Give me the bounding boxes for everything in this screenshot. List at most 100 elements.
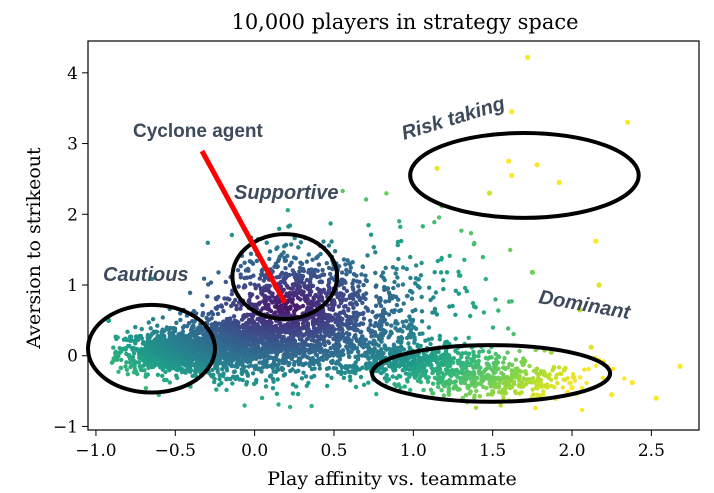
data-point — [182, 369, 187, 374]
data-point — [317, 274, 322, 279]
data-point — [139, 326, 144, 332]
data-point — [290, 391, 296, 396]
data-point — [220, 348, 225, 354]
data-point — [374, 294, 379, 299]
data-point — [341, 286, 347, 291]
data-point — [314, 318, 320, 323]
data-point — [277, 254, 282, 259]
data-point — [408, 254, 413, 260]
data-point — [261, 299, 266, 304]
data-point — [224, 333, 229, 338]
data-point — [389, 362, 394, 368]
data-point — [334, 340, 339, 346]
data-point — [268, 298, 274, 303]
data-point — [340, 188, 345, 194]
data-point — [227, 297, 232, 302]
y-axis-label: Aversion to strikeout — [23, 147, 45, 350]
data-point — [312, 373, 317, 379]
data-point — [283, 266, 288, 271]
data-point — [212, 379, 217, 385]
data-point — [257, 276, 262, 281]
data-point — [453, 288, 458, 293]
data-point — [507, 361, 512, 367]
data-point — [193, 369, 198, 374]
data-point — [477, 349, 482, 355]
data-point — [460, 351, 465, 356]
data-point — [289, 356, 294, 361]
data-point — [467, 391, 472, 396]
data-point — [361, 316, 367, 321]
data-point — [472, 240, 477, 246]
data-point — [220, 352, 226, 357]
data-point — [513, 357, 519, 362]
data-point — [116, 369, 121, 374]
data-point — [517, 348, 522, 354]
data-point — [216, 321, 222, 326]
data-point — [308, 280, 313, 285]
data-point — [381, 327, 386, 333]
x-axis-ticks: −1.0 −0.5 0.0 0.5 1.0 1.5 2.0 2.5 — [75, 430, 665, 461]
data-point — [176, 332, 181, 337]
data-point — [469, 370, 474, 376]
data-point — [366, 355, 371, 360]
data-point — [333, 336, 338, 342]
data-point — [236, 284, 241, 289]
data-point — [286, 298, 291, 303]
data-point — [194, 343, 199, 348]
data-point — [239, 370, 244, 376]
data-point — [143, 386, 149, 391]
data-point — [221, 337, 227, 342]
data-point — [290, 382, 296, 387]
data-point — [419, 260, 424, 266]
data-point — [300, 303, 306, 309]
data-point — [582, 367, 587, 372]
data-point — [489, 375, 494, 380]
data-point — [127, 353, 132, 358]
data-point — [327, 317, 332, 323]
data-point — [215, 334, 221, 339]
data-point — [223, 279, 228, 285]
data-point — [419, 319, 425, 324]
data-point — [434, 165, 440, 171]
data-point — [445, 364, 451, 369]
data-point — [289, 260, 294, 265]
data-point — [347, 342, 353, 348]
data-point — [505, 365, 511, 370]
data-point — [382, 287, 387, 292]
data-point — [289, 242, 294, 247]
data-point — [224, 321, 229, 326]
data-point — [160, 315, 165, 320]
data-point — [215, 311, 221, 317]
data-point — [272, 311, 277, 316]
data-point — [221, 371, 226, 376]
data-point — [438, 355, 443, 360]
data-point — [286, 326, 292, 331]
data-point — [513, 371, 519, 376]
data-point — [181, 347, 186, 352]
data-point — [229, 291, 234, 297]
data-point — [428, 297, 433, 303]
data-point — [193, 373, 198, 378]
data-point — [547, 372, 552, 377]
data-point — [487, 378, 492, 383]
data-point — [227, 361, 232, 367]
data-point — [205, 341, 210, 346]
data-point — [344, 288, 350, 294]
data-point — [368, 322, 373, 327]
data-point — [244, 353, 249, 358]
data-point — [121, 346, 126, 351]
data-point — [256, 302, 261, 307]
data-point — [256, 326, 261, 331]
data-point — [368, 232, 374, 237]
data-point — [511, 382, 517, 387]
data-point — [354, 273, 359, 278]
data-point — [239, 367, 244, 372]
data-point — [475, 375, 480, 381]
data-point — [453, 312, 458, 317]
data-point — [328, 221, 333, 226]
data-point — [343, 262, 348, 267]
data-point — [423, 372, 428, 377]
data-point — [143, 341, 148, 346]
data-point — [436, 363, 441, 368]
data-point — [259, 360, 264, 365]
